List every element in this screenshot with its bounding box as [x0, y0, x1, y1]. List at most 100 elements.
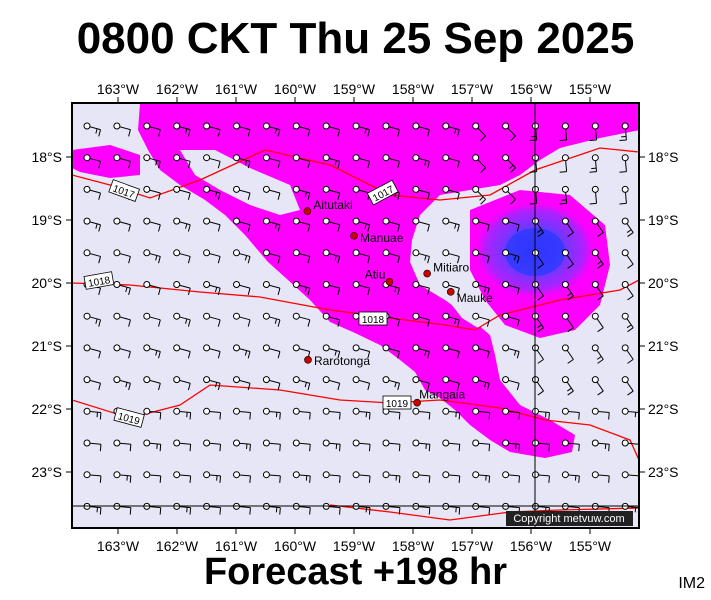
wind-barb: [621, 344, 634, 364]
wind-barb: [472, 249, 490, 264]
island-label: Atiu: [365, 268, 386, 282]
wind-barb: [619, 185, 629, 205]
wind-barb: [113, 439, 132, 452]
wind-barb: [591, 376, 604, 396]
lat-label-right: 21°S: [648, 338, 679, 354]
wind-barb: [532, 249, 544, 269]
wind-barb: [262, 376, 281, 391]
wind-barb: [561, 407, 580, 420]
wind-barb: [412, 376, 430, 391]
wind-barb: [382, 344, 401, 359]
wind-barb: [621, 312, 634, 333]
chart-title: 0800 CKT Thu 25 Sep 2025: [76, 14, 635, 63]
lon-label-bottom: 156°W: [510, 538, 553, 554]
wind-barb: [83, 122, 102, 137]
wind-barb: [143, 249, 161, 264]
wind-barb: [561, 217, 574, 237]
wind-barb: [292, 439, 311, 452]
wind-barb: [113, 217, 131, 232]
svg-text:1018: 1018: [87, 275, 111, 290]
wind-barb: [203, 281, 221, 296]
wind-barb: [143, 185, 161, 200]
wind-barb: [83, 344, 102, 359]
wind-barb: [322, 471, 341, 483]
wind-barb: [262, 407, 281, 420]
wind-barb: [173, 217, 191, 232]
wind-barb: [143, 154, 161, 169]
lat-label-right: 22°S: [648, 401, 679, 417]
wind-barb: [382, 154, 401, 169]
forecast-label: Forecast +198 hr: [203, 551, 508, 593]
lat-label-left: 22°S: [31, 401, 62, 417]
wind-barb: [559, 185, 569, 205]
wind-barb: [442, 122, 460, 137]
wind-barb: [203, 122, 221, 137]
wind-barb: [292, 154, 311, 169]
wind-barb: [143, 122, 161, 137]
wind-barb: [233, 439, 251, 452]
wind-barb: [233, 154, 251, 169]
lat-label-right: 19°S: [648, 212, 679, 228]
wind-barb: [113, 376, 131, 391]
wind-barb: [173, 439, 192, 452]
lon-label-bottom: 163°W: [97, 538, 140, 554]
wind-barb: [591, 249, 604, 269]
wind-barb: [203, 217, 221, 232]
wind-barb: [621, 249, 634, 269]
wind-barb: [143, 217, 161, 232]
island-label: Manuae: [360, 231, 404, 245]
wind-barb: [352, 502, 371, 515]
wind-barb: [472, 281, 490, 296]
wind-barb: [322, 376, 341, 391]
wind-barb: [621, 281, 634, 301]
wind-barb: [262, 439, 281, 452]
lon-label-top: 160°W: [274, 81, 317, 97]
wind-barb: [502, 122, 516, 142]
wind-barb: [233, 344, 251, 359]
wind-barb: [561, 281, 574, 301]
wind-barb: [382, 217, 401, 232]
wind-barb: [591, 217, 604, 237]
lat-label-left: 21°S: [31, 338, 62, 354]
image-tag: IM2: [678, 575, 705, 592]
wind-barb: [143, 439, 162, 452]
wind-barb: [352, 154, 371, 169]
wind-barb: [412, 154, 430, 169]
wind-barb: [233, 312, 251, 327]
lat-label-left: 20°S: [31, 275, 62, 291]
isobar-labels: 1017 1017 1018 1018 1019 1019: [83, 179, 412, 428]
wind-barb: [233, 471, 251, 483]
wind-barb: [83, 471, 102, 483]
wind-barb: [472, 376, 490, 391]
wind-barb: [502, 471, 521, 483]
wind-barb: [262, 154, 281, 169]
wind-barb: [292, 185, 311, 200]
wind-barb: [262, 344, 281, 359]
isobar-label: 1018: [83, 271, 115, 290]
axes: 163°W 163°W 162°W 162°W 161°W 161°W 160°W 160°W…: [31, 81, 678, 554]
lon-label-bottom: 161°W: [215, 538, 258, 554]
wind-barb: [561, 344, 574, 364]
lon-label-top: 162°W: [156, 81, 199, 97]
lon-label-bottom: 155°W: [569, 538, 612, 554]
wind-barb: [233, 185, 251, 200]
island-rarotonga: Rarotonga: [304, 354, 370, 368]
wind-barb: [591, 281, 604, 301]
wind-barb: [412, 122, 430, 137]
wind-barb: [203, 344, 221, 359]
lat-label-right: 20°S: [648, 275, 679, 291]
wind-barb: [173, 122, 191, 137]
wind-barb: [559, 154, 569, 173]
wind-barb: [619, 122, 629, 142]
wind-barb: [292, 376, 311, 391]
wind-barb: [322, 122, 341, 137]
island-marker: [304, 356, 312, 364]
wind-barb: [143, 312, 161, 327]
wind-barb: [322, 217, 341, 232]
wind-barb: [561, 439, 580, 452]
wind-barb: [292, 249, 311, 264]
lon-label-bottom: 157°W: [451, 538, 494, 554]
wind-barb: [442, 344, 460, 359]
wind-barb: [262, 502, 281, 515]
